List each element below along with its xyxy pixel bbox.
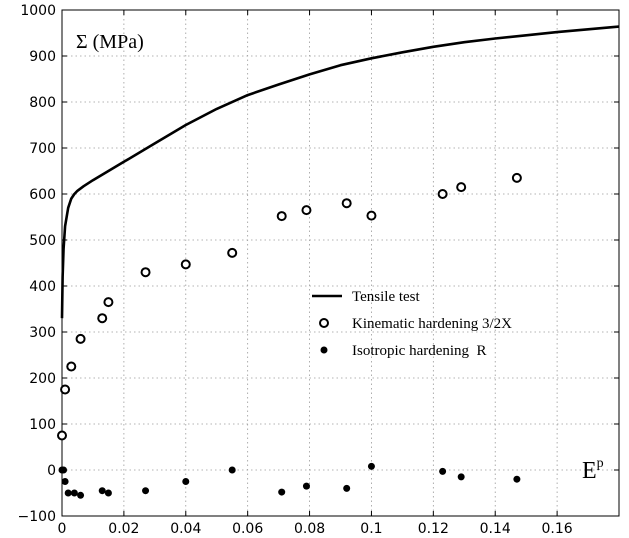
point-isotropic-hardening xyxy=(228,466,236,474)
point-isotropic-hardening xyxy=(104,489,112,497)
point-isotropic-hardening xyxy=(513,475,521,483)
point-kinematic-hardening xyxy=(97,313,108,324)
point-isotropic-hardening xyxy=(142,487,150,495)
point-kinematic-hardening xyxy=(75,333,86,344)
point-isotropic-hardening xyxy=(278,488,286,496)
series-line-tensile-test xyxy=(60,25,620,319)
y-tick-label: 500 xyxy=(29,233,56,249)
x-axis-label: Ep xyxy=(582,456,604,484)
point-isotropic-hardening xyxy=(182,478,190,485)
y-tick-label: 100 xyxy=(29,417,56,433)
y-tick-label: 200 xyxy=(29,371,56,387)
point-isotropic-hardening xyxy=(64,489,72,497)
y-tick-label: 900 xyxy=(29,49,56,65)
point-kinematic-hardening xyxy=(66,361,77,372)
x-tick-label: 0.02 xyxy=(108,521,139,537)
legend-swatch-kinematic xyxy=(319,318,329,328)
point-isotropic-hardening xyxy=(439,467,447,475)
point-kinematic-hardening xyxy=(341,198,352,209)
legend-label-isotropic: Isotropic hardening R xyxy=(352,343,487,359)
series-layer xyxy=(57,25,620,499)
y-axis-label: Σ (MPa) xyxy=(76,31,144,53)
grid xyxy=(62,10,619,516)
x-tick-label: 0.06 xyxy=(232,521,263,537)
x-tick-label: 0.14 xyxy=(480,521,511,537)
y-tick-label: 400 xyxy=(29,279,56,295)
point-kinematic-hardening xyxy=(60,384,71,395)
point-kinematic-hardening xyxy=(227,247,238,258)
y-tick-label: −100 xyxy=(18,509,56,525)
x-tick-label: 0 xyxy=(58,521,67,537)
x-axis-label-superscript: p xyxy=(597,456,604,471)
point-isotropic-hardening xyxy=(77,491,85,499)
point-kinematic-hardening xyxy=(140,267,151,278)
point-isotropic-hardening xyxy=(367,462,375,470)
axis-ticks: 0 0.02 0.04 0.06 0.08 0.1 0.12 0.14 0.16−1000100… xyxy=(18,3,619,537)
point-isotropic-hardening xyxy=(98,487,106,495)
legend-label-kinematic: Kinematic hardening 3/2X xyxy=(352,316,512,332)
y-tick-label: 300 xyxy=(29,325,56,341)
point-kinematic-hardening xyxy=(301,205,312,216)
y-tick-label: 600 xyxy=(29,187,56,203)
x-axis-label-base: E xyxy=(582,458,597,484)
point-kinematic-hardening xyxy=(456,182,467,193)
x-tick-label: 0.16 xyxy=(542,521,573,537)
x-tick-label: 0.1 xyxy=(360,521,382,537)
point-isotropic-hardening xyxy=(60,466,68,474)
point-kinematic-hardening xyxy=(57,430,67,441)
point-isotropic-hardening xyxy=(457,473,465,481)
y-tick-label: 800 xyxy=(29,95,56,111)
x-tick-label: 0.12 xyxy=(418,521,449,537)
y-tick-label: 1000 xyxy=(20,3,56,19)
point-kinematic-hardening xyxy=(103,297,114,308)
plot-frame xyxy=(61,9,620,517)
x-tick-label: 0.04 xyxy=(170,521,201,537)
legend-swatch-isotropic xyxy=(320,346,328,354)
y-tick-label: 700 xyxy=(29,141,56,157)
point-isotropic-hardening xyxy=(343,484,351,492)
point-kinematic-hardening xyxy=(180,259,191,270)
point-isotropic-hardening xyxy=(302,482,310,490)
y-tick-label: 0 xyxy=(47,463,56,479)
point-kinematic-hardening xyxy=(276,211,287,222)
legend: Tensile test Kinematic hardening 3/2X Is… xyxy=(312,289,512,359)
x-tick-label: 0.08 xyxy=(294,521,325,537)
legend-label-tensile: Tensile test xyxy=(352,289,421,305)
point-isotropic-hardening xyxy=(61,478,69,485)
point-isotropic-hardening xyxy=(70,489,78,497)
point-kinematic-hardening xyxy=(366,210,377,221)
point-kinematic-hardening xyxy=(437,189,448,199)
point-kinematic-hardening xyxy=(511,172,522,183)
